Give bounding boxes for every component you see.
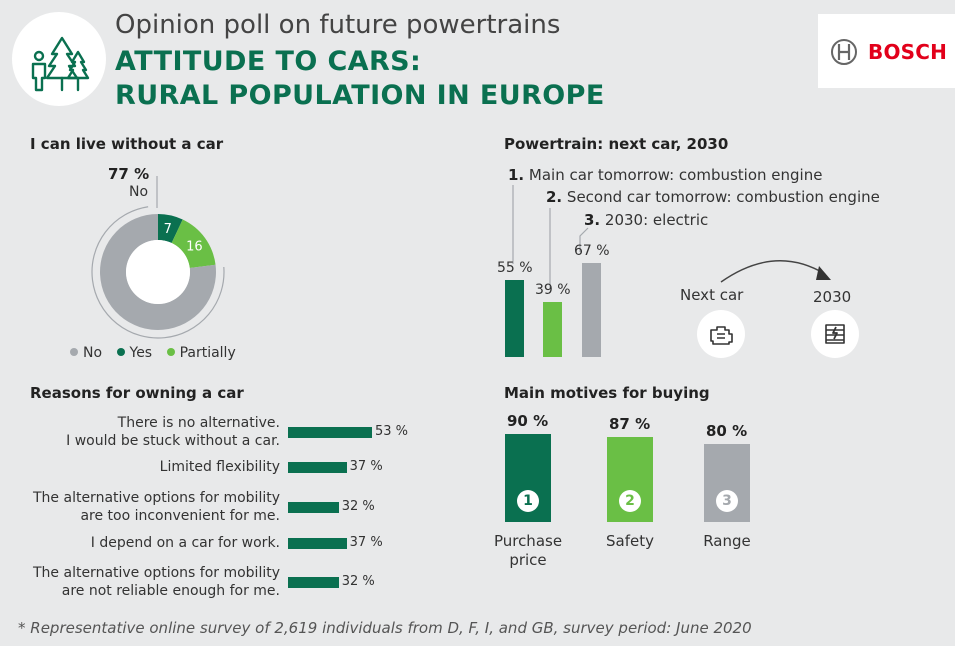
- legend-item-no: No: [70, 345, 102, 361]
- reason-label-2: Limited flexibility: [20, 458, 280, 476]
- reason-label-3: The alternative options for mobility are …: [20, 489, 280, 525]
- bosch-armature-icon: [831, 39, 857, 65]
- donut-slice-yes: [158, 214, 183, 244]
- powertrain-item-3: 3. 2030: electric: [584, 211, 708, 229]
- reason-label-3-line-1: The alternative options for mobility: [33, 490, 280, 506]
- transition-from-label: Next car: [680, 286, 744, 304]
- reason-label-5-line-1: The alternative options for mobility: [33, 565, 280, 581]
- powertrain-value-3: 67 %: [574, 243, 610, 260]
- reason-bar-5: [288, 577, 339, 588]
- donut-callout-label: No: [129, 184, 149, 200]
- transition-arrow-line: [720, 260, 826, 283]
- header-icon-circle: [12, 12, 106, 106]
- motive-label-3-line-1: Range: [703, 532, 751, 550]
- legend-dot-yes: [116, 348, 125, 356]
- motive-value-1: 90 %: [507, 411, 549, 430]
- powertrain-item-2: 2. Second car tomorrow: combustion engin…: [546, 188, 880, 206]
- transition-arrow: [720, 260, 831, 283]
- motive-value-2: 87 %: [609, 414, 651, 433]
- legend-item-yes: Yes: [116, 345, 153, 361]
- legend-dot-no: [70, 348, 78, 356]
- reason-label-1-line-2: I would be stuck without a car.: [66, 433, 280, 449]
- reason-bar-1: [288, 427, 372, 438]
- powertrain-item-3-label: 2030: electric: [604, 211, 709, 229]
- engine-icon-circle: [697, 310, 745, 358]
- powertrain-connector-lines: [512, 185, 589, 288]
- reason-label-4-line-1: I depend on a car for work.: [90, 535, 280, 551]
- legend-item-partially: Partially: [166, 345, 236, 361]
- donut-title: I can live without a car: [30, 135, 224, 153]
- motive-label-1-line-1: Purchase: [493, 532, 563, 550]
- reasons-title: Reasons for owning a car: [30, 384, 244, 402]
- donut-label-partially: 16: [186, 240, 203, 255]
- reason-label-5-line-2: are not reliable enough for me.: [61, 583, 280, 599]
- reason-label-1-line-1: There is no alternative.: [117, 415, 280, 431]
- donut-callout-value: 77 %: [108, 165, 150, 183]
- reason-label-5: The alternative options for mobility are …: [20, 564, 280, 600]
- electric-battery-icon: [825, 324, 845, 344]
- motive-label-2: Safety: [580, 532, 680, 551]
- reason-label-4: I depend on a car for work.: [20, 534, 280, 552]
- reason-value-3: 32 %: [341, 499, 375, 514]
- motive-rank-1: 1: [517, 490, 539, 512]
- legend-label-no: No: [83, 345, 103, 361]
- page-subtitle: Opinion poll on future powertrains: [115, 10, 561, 40]
- battery-icon-circle: [811, 310, 859, 358]
- legend-label-yes: Yes: [129, 345, 153, 361]
- powertrain-item-1-number: 1.: [508, 166, 525, 184]
- reason-bar-3: [288, 502, 339, 513]
- transition-to-label: 2030: [813, 288, 852, 306]
- powertrain-bar-3: [582, 263, 601, 357]
- reason-value-4: 37 %: [349, 535, 383, 550]
- donut-chart: 7 16: [91, 176, 225, 339]
- powertrain-value-2: 39 %: [535, 282, 571, 299]
- connector-line-3: [579, 227, 589, 252]
- powertrain-bar-2: [543, 302, 562, 357]
- powertrain-item-1: 1. Main car tomorrow: combustion engine: [508, 166, 822, 184]
- reason-bar-4: [288, 538, 347, 549]
- donut-outer-ring: [91, 206, 225, 339]
- powertrain-item-1-label: Main car tomorrow: combustion engine: [528, 166, 823, 184]
- reason-label-3-line-2: are too inconvenient for me.: [80, 508, 280, 524]
- reason-bar-2: [288, 462, 347, 473]
- powertrain-item-2-label: Second car tomorrow: combustion engine: [566, 188, 880, 206]
- motive-value-3: 80 %: [706, 421, 748, 440]
- legend-label-partially: Partially: [179, 345, 236, 361]
- reason-value-5: 32 %: [341, 574, 375, 589]
- powertrain-value-1: 55 %: [497, 260, 533, 276]
- motive-label-1-line-2: price: [509, 551, 547, 569]
- reason-value-2: 37 %: [349, 459, 383, 474]
- motive-label-3: Range: [677, 532, 777, 551]
- page-title-line-1: ATTITUDE TO CARS:: [115, 46, 422, 77]
- powertrain-bar-1: [505, 280, 524, 357]
- powertrain-title: Powertrain: next car, 2030: [504, 135, 729, 153]
- family-trees-icon: [31, 36, 90, 92]
- donut-hole: [126, 240, 190, 304]
- motives-title: Main motives for buying: [504, 384, 710, 402]
- motive-rank-3: 3: [716, 490, 738, 512]
- motive-label-1: Purchase price: [478, 532, 578, 570]
- donut-slice-partially: [171, 219, 216, 268]
- combustion-engine-icon: [710, 326, 733, 345]
- reason-label-1: There is no alternative. I would be stuck…: [20, 414, 280, 450]
- powertrain-item-2-number: 2.: [546, 188, 563, 206]
- powertrain-item-3-number: 3.: [584, 211, 601, 229]
- reason-label-2-line-1: Limited flexibility: [159, 459, 280, 475]
- page-title-line-2: RURAL POPULATION IN EUROPE: [115, 80, 605, 111]
- legend-dot-partially: [166, 348, 175, 356]
- motive-label-2-line-1: Safety: [606, 532, 654, 550]
- donut-legend: No Yes Partially: [70, 345, 236, 361]
- motive-rank-2: 2: [619, 490, 641, 512]
- donut-label-yes: 7: [164, 222, 172, 237]
- bosch-logo-text: BOSCH: [868, 40, 948, 64]
- reason-value-1: 53 %: [375, 424, 409, 439]
- footnote: * Representative online survey of 2,619 …: [18, 619, 752, 637]
- transition-arrow-head: [816, 266, 831, 280]
- donut-slice-no: [99, 214, 216, 330]
